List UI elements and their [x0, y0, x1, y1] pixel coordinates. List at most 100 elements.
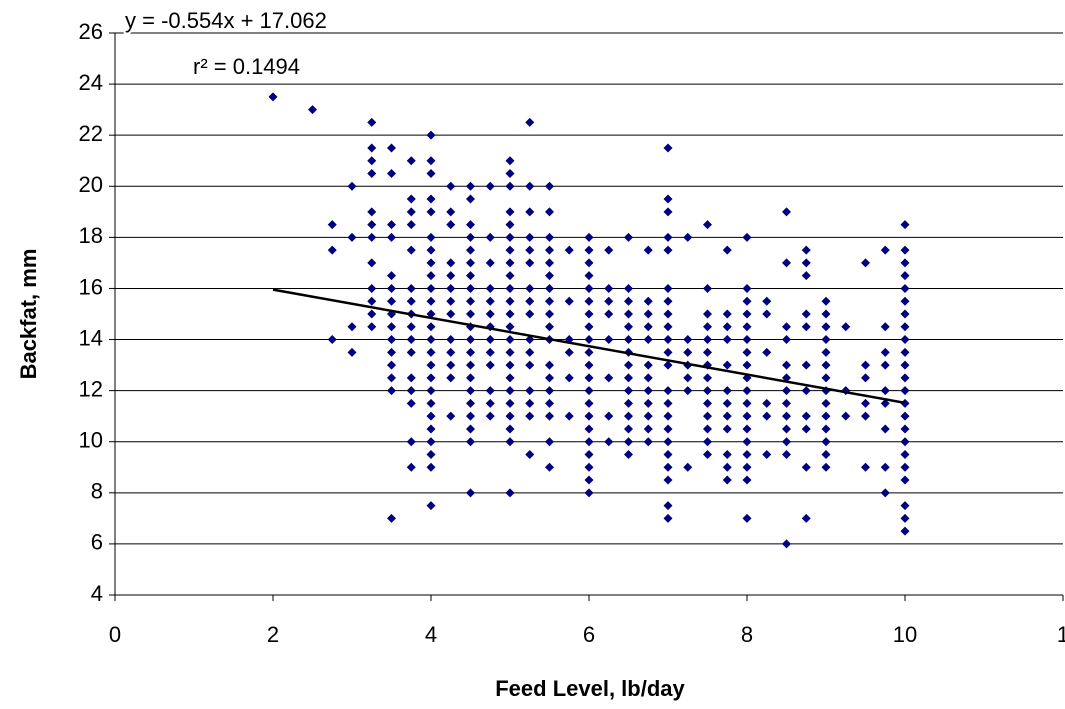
- point: [584, 386, 594, 396]
- point: [268, 92, 278, 102]
- point: [505, 411, 515, 421]
- point: [900, 424, 910, 434]
- point: [584, 335, 594, 345]
- point: [643, 322, 653, 332]
- point: [584, 450, 594, 459]
- point: [545, 207, 554, 217]
- point: [466, 309, 475, 319]
- point: [782, 207, 791, 217]
- point: [446, 283, 456, 293]
- point: [821, 462, 831, 472]
- point: [722, 424, 732, 434]
- point: [485, 232, 495, 242]
- point: [722, 245, 732, 255]
- point: [624, 335, 633, 345]
- point: [367, 322, 377, 332]
- point: [525, 347, 535, 357]
- point: [584, 437, 594, 447]
- point: [466, 245, 475, 255]
- point: [900, 526, 910, 536]
- point: [900, 347, 910, 357]
- point: [900, 271, 910, 281]
- point: [505, 207, 515, 217]
- point: [426, 347, 436, 357]
- point: [564, 296, 574, 306]
- point: [426, 360, 436, 370]
- point: [703, 309, 712, 319]
- point: [564, 347, 574, 357]
- point: [683, 335, 693, 345]
- point: [821, 424, 831, 434]
- point: [801, 513, 811, 523]
- point: [900, 398, 910, 408]
- point: [584, 360, 594, 370]
- point: [643, 360, 653, 370]
- point: [387, 169, 396, 178]
- point: [663, 424, 673, 434]
- point: [466, 373, 475, 383]
- point: [505, 386, 515, 396]
- point: [564, 245, 574, 255]
- point: [663, 513, 673, 523]
- point: [663, 398, 673, 408]
- point: [880, 360, 890, 370]
- point: [762, 347, 772, 357]
- point: [722, 309, 732, 319]
- point: [426, 462, 436, 472]
- point: [466, 488, 475, 498]
- point: [545, 245, 554, 255]
- point: [406, 347, 416, 357]
- point: [742, 398, 752, 408]
- point: [545, 309, 554, 319]
- point: [406, 462, 416, 472]
- point: [584, 245, 594, 255]
- point: [663, 283, 673, 293]
- point: [742, 232, 752, 242]
- point: [624, 373, 633, 383]
- point: [604, 245, 614, 255]
- point: [821, 322, 831, 332]
- x-tick-label: 4: [425, 622, 437, 647]
- point: [426, 424, 436, 434]
- point: [466, 386, 475, 396]
- point: [624, 283, 633, 293]
- point: [505, 398, 515, 408]
- point: [900, 220, 910, 230]
- point: [663, 309, 673, 319]
- y-tick-label: 14: [79, 325, 103, 350]
- point: [683, 347, 693, 357]
- point: [663, 450, 673, 459]
- point: [703, 335, 712, 345]
- point: [742, 411, 752, 421]
- point: [367, 143, 377, 153]
- point: [584, 411, 594, 421]
- point: [643, 386, 653, 396]
- point: [683, 462, 693, 472]
- point: [663, 232, 673, 242]
- point: [426, 450, 436, 459]
- point: [525, 232, 535, 242]
- point: [841, 411, 851, 421]
- point: [426, 335, 436, 345]
- point: [367, 117, 377, 127]
- point: [426, 194, 436, 204]
- point: [722, 450, 732, 459]
- point: [426, 283, 436, 293]
- point: [782, 335, 791, 345]
- point: [584, 309, 594, 319]
- point: [782, 437, 791, 447]
- point: [643, 309, 653, 319]
- point: [742, 462, 752, 472]
- point: [604, 309, 614, 319]
- point: [762, 309, 772, 319]
- point: [584, 347, 594, 357]
- point: [742, 322, 752, 332]
- x-tick-label: 6: [583, 622, 595, 647]
- point: [584, 398, 594, 408]
- point: [466, 437, 475, 447]
- point: [900, 475, 910, 485]
- point: [900, 386, 910, 396]
- point: [643, 245, 653, 255]
- point: [466, 271, 475, 281]
- point: [406, 245, 416, 255]
